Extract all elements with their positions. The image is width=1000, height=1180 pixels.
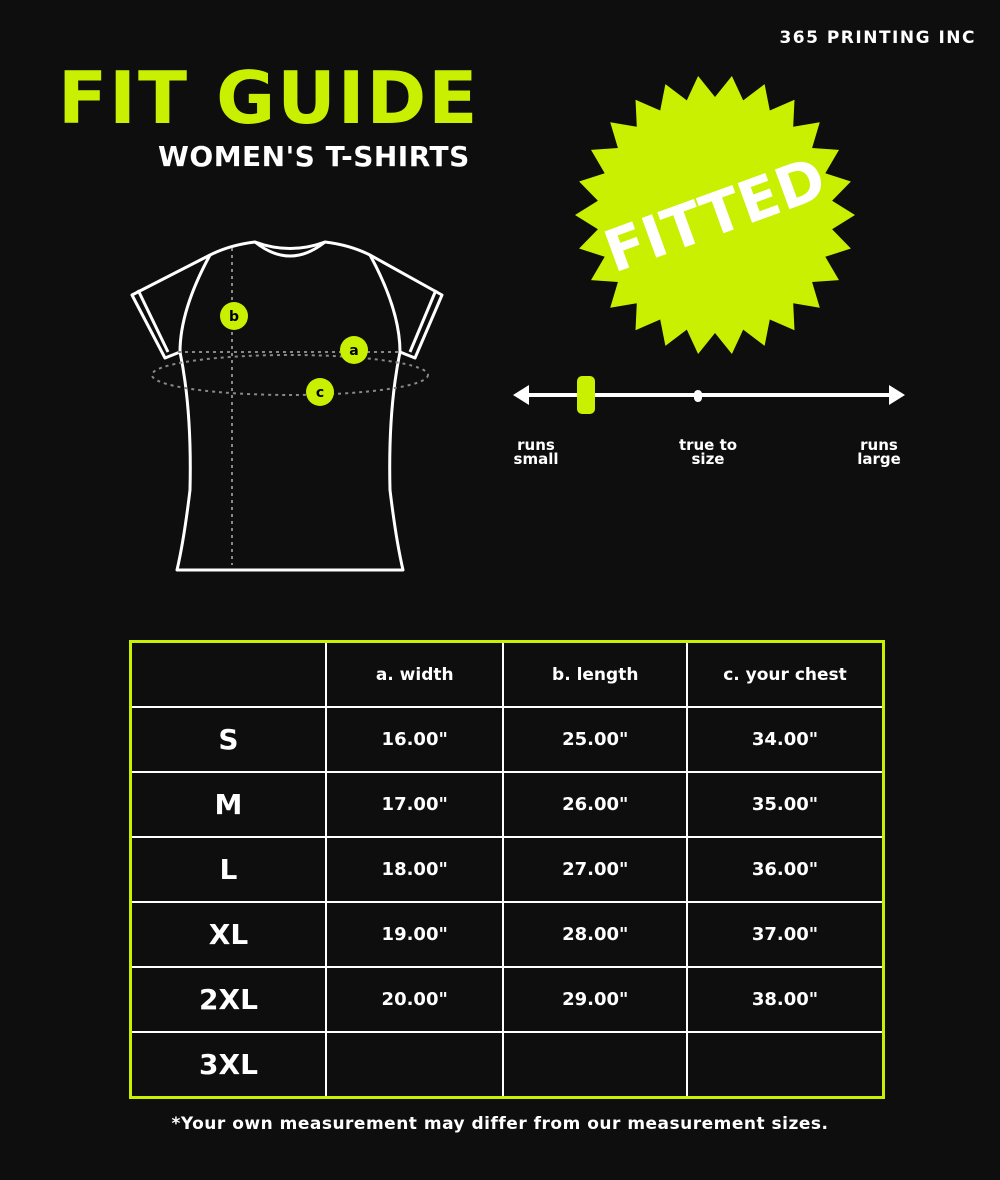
measurement-cell: b. length: [502, 641, 688, 708]
size-cell: [130, 641, 327, 708]
measurement-cell: c. your chest: [686, 641, 884, 708]
fit-scale: [513, 376, 905, 414]
table-row: 3XL: [130, 1031, 884, 1098]
size-cell: XL: [130, 901, 327, 968]
measurement-cell: 25.00": [502, 706, 688, 773]
footnote: *Your own measurement may differ from ou…: [171, 1114, 829, 1134]
table-row: S 16.00" 25.00" 34.00": [130, 706, 884, 773]
measurement-cell: 20.00": [324, 966, 505, 1033]
measurement-cell: 37.00": [686, 901, 884, 968]
page-title: FIT GUIDE: [58, 56, 480, 140]
measurement-cell: a. width: [324, 641, 505, 708]
measurement-cell: [686, 1031, 884, 1098]
marker-a-label: a: [349, 343, 358, 359]
marker-a: [340, 336, 368, 364]
size-cell: M: [130, 771, 327, 838]
scale-label-large: runs large: [857, 436, 901, 468]
tshirt-diagram: b a c: [130, 240, 444, 572]
fitted-badge: FITTED: [575, 76, 855, 354]
size-cell: L: [130, 836, 327, 903]
table-row: 2XL 20.00" 29.00" 38.00": [130, 966, 884, 1033]
table-row: XL 19.00" 28.00" 37.00": [130, 901, 884, 968]
measurement-cell: [324, 1031, 505, 1098]
measurement-cell: 34.00": [686, 706, 884, 773]
measurement-cell: 38.00": [686, 966, 884, 1033]
measurement-cell: 16.00": [324, 706, 505, 773]
brand-name: 365 PRINTING INC: [779, 28, 976, 48]
marker-c-label: c: [316, 385, 324, 401]
measurement-cell: 17.00": [324, 771, 505, 838]
measurement-cell: 36.00": [686, 836, 884, 903]
measurement-cell: 29.00": [502, 966, 688, 1033]
measurement-cell: 27.00": [502, 836, 688, 903]
marker-b-label: b: [229, 309, 239, 325]
scale-label-small: runs small: [513, 436, 559, 468]
arrow-left-icon: [513, 385, 529, 405]
table-row: M 17.00" 26.00" 35.00": [130, 771, 884, 838]
measurement-cell: 26.00": [502, 771, 688, 838]
marker-b: [220, 302, 248, 330]
arrow-right-icon: [889, 385, 905, 405]
measurement-cell: 19.00": [324, 901, 505, 968]
page-subtitle: WOMEN'S T-SHIRTS: [158, 140, 470, 173]
table-row: L 18.00" 27.00" 36.00": [130, 836, 884, 903]
size-cell: S: [130, 706, 327, 773]
scale-label-true: true to size: [678, 436, 738, 468]
size-cell: 3XL: [130, 1031, 327, 1098]
size-table: a. width b. length c. your chest S 16.00" 25.…: [129, 640, 885, 1099]
marker-c: [306, 378, 334, 406]
measurement-cell: 28.00": [502, 901, 688, 968]
size-cell: 2XL: [130, 966, 327, 1033]
table-header-row: a. width b. length c. your chest: [130, 641, 884, 708]
measurement-cell: 35.00": [686, 771, 884, 838]
fit-indicator: [577, 376, 595, 414]
measurement-cell: [502, 1031, 688, 1098]
starburst-shape: [575, 76, 855, 354]
measurement-cell: 18.00": [324, 836, 505, 903]
scale-midpoint: [694, 390, 702, 402]
